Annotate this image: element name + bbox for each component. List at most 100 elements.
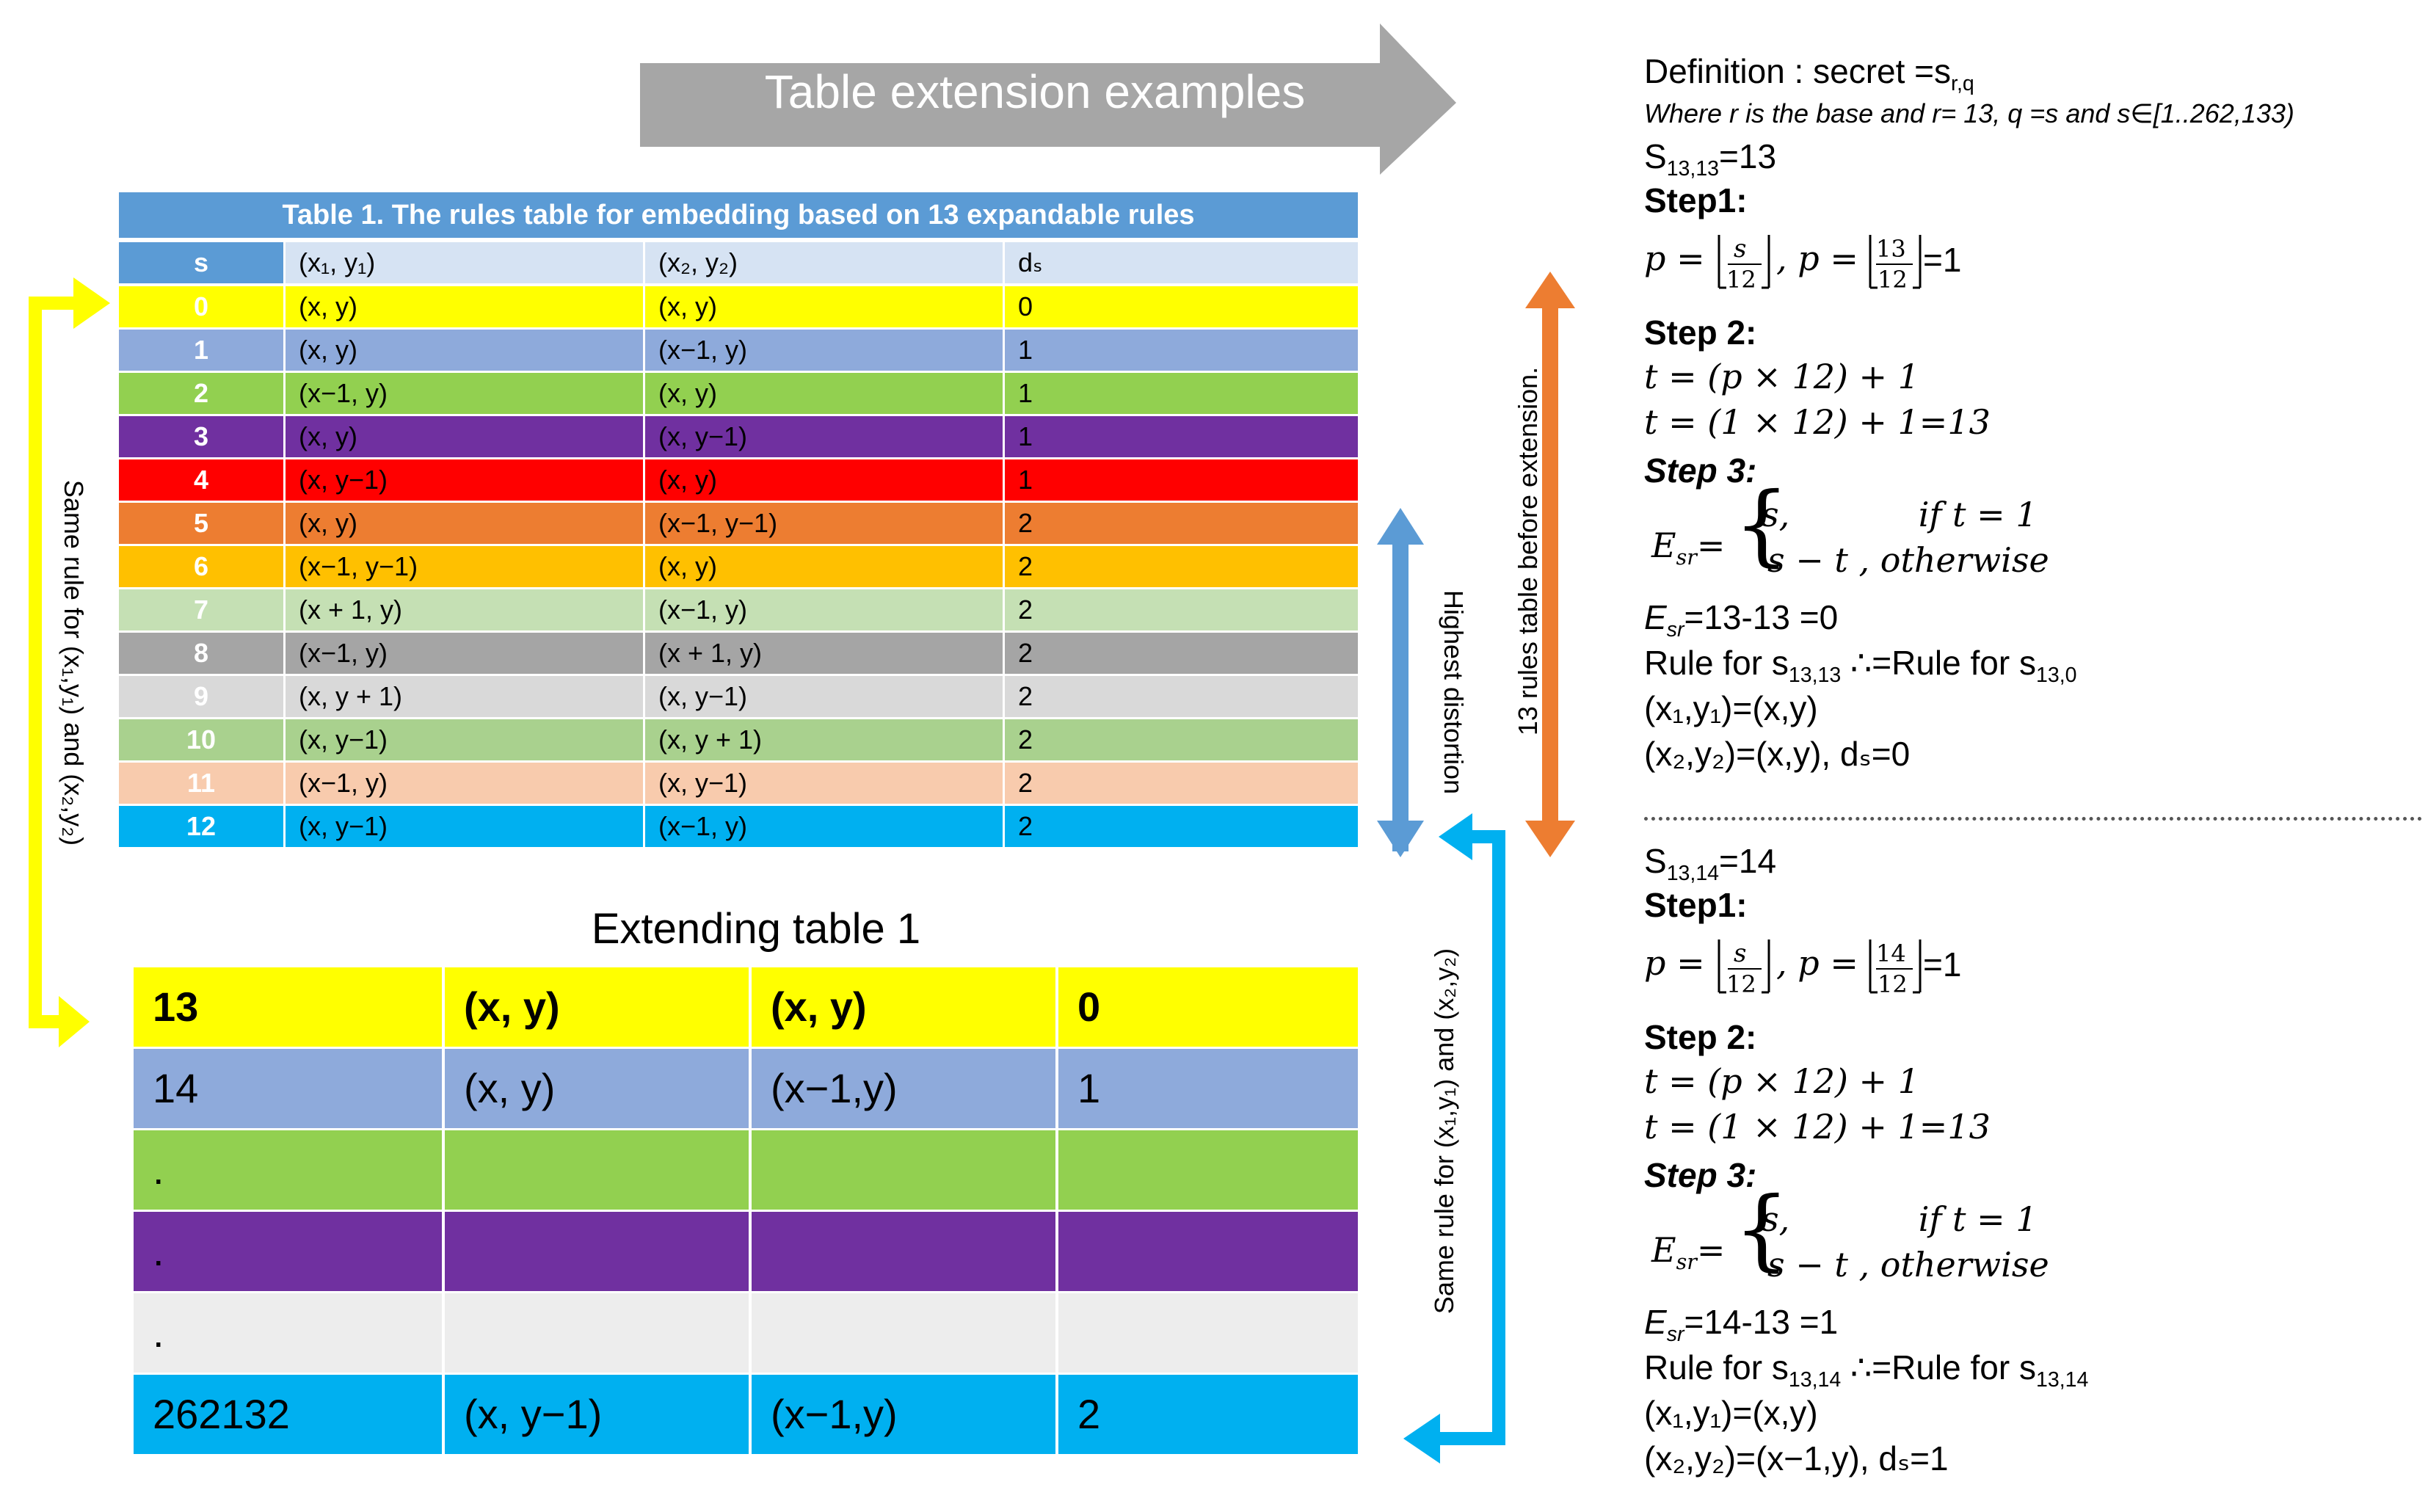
ext-s-cell: 14	[153, 1065, 199, 1111]
s-sub: 13,14	[1666, 861, 1720, 885]
floor-formula: p = s 12 , p = 14 12 =1	[1644, 939, 1961, 998]
esr-sub: sr	[1676, 1249, 1697, 1274]
svg-text:12: 12	[1878, 970, 1908, 998]
rule-ds-cell: 2	[1003, 806, 1358, 847]
esr-result-sub: sr	[1666, 1322, 1684, 1346]
connector-arrows	[29, 272, 1575, 1464]
ext-ds-cell	[1055, 1130, 1358, 1210]
extension-row: .	[134, 1293, 1358, 1373]
rule-s-cell: 0	[193, 291, 209, 321]
ext-x2y2-cell: (x−1,y)	[749, 1375, 1055, 1454]
rule-x1y1-cell: (x, y−1)	[283, 806, 643, 847]
ext-ds-cell: 0	[1055, 967, 1358, 1047]
rule-x2y2-cell: (x, y)	[643, 286, 1003, 327]
rule-ds-cell: 2	[1003, 546, 1358, 587]
extension-row: 14 (x, y) (x−1,y) 1	[134, 1049, 1358, 1128]
table1-row: 9 (x, y + 1) (x, y−1) 2	[119, 676, 1358, 717]
rule-s-cell: 12	[186, 811, 217, 841]
rule-sub-1: 13,14	[1788, 1367, 1842, 1392]
table1-row: 12 (x, y−1) (x−1, y) 2	[119, 806, 1358, 847]
dotted-separator	[1644, 817, 2422, 821]
esr-case-1: s, if t = 1	[1762, 1199, 2038, 1239]
rule-x1y1-cell: (x−1, y)	[283, 633, 643, 674]
s-val: =13	[1719, 137, 1777, 175]
rule-x2y2-cell: (x, y)	[643, 546, 1003, 587]
rule-x1y1-cell: (x + 1, y)	[283, 589, 643, 630]
blue-arrowhead-bottom	[1403, 1414, 1440, 1464]
definition-line: Definition : secret =sr,q	[1644, 51, 1974, 96]
yellow-bracket-arrow	[29, 297, 82, 1028]
secret-value: S13,13=13	[1644, 137, 1776, 181]
svg-text:, p =: , p =	[1776, 239, 1858, 278]
s-label: S	[1644, 842, 1667, 880]
s-sub: 13,13	[1666, 156, 1720, 181]
highest-distortion-head-bottom	[1377, 821, 1424, 857]
rule-s-cell: 10	[186, 724, 217, 755]
cases-brace: {	[1734, 474, 1790, 576]
rule-x1y1: (x₁,y₁)=(x,y)	[1644, 689, 1818, 727]
rule-x1y1-cell: (x, y)	[283, 330, 643, 371]
ext-s-cell: 13	[153, 984, 199, 1030]
ext-x2y2-cell	[749, 1212, 1055, 1291]
rule-x1y1-cell: (x−1, y)	[283, 763, 643, 804]
rule-mapping: Rule for s13,14 ∴=Rule for s13,14	[1644, 1348, 2088, 1392]
rule-x2y2: (x₂,y₂)=(x−1,y), dₛ=1	[1644, 1439, 1949, 1478]
svg-text:12: 12	[1726, 266, 1756, 294]
table1-row: 3 (x, y) (x, y−1) 1	[119, 416, 1358, 457]
rule-x2y2-cell: (x, y)	[643, 459, 1003, 501]
esr-result: Esr=14-13 =1	[1644, 1302, 1838, 1347]
before-extension-head-top	[1525, 272, 1575, 308]
header-ds: dₛ	[1003, 242, 1358, 283]
rule-ds-cell: 2	[1003, 719, 1358, 760]
table1-title: Table 1. The rules table for embedding b…	[119, 192, 1358, 238]
rule-s-cell: 8	[193, 638, 209, 668]
ext-s-cell: 262132	[153, 1391, 290, 1437]
ext-ds-cell: 1	[1055, 1049, 1358, 1128]
header-s: s	[119, 242, 283, 283]
table1-row: 0 (x, y) (x, y) 0	[119, 286, 1358, 327]
p-numerator: 13	[1876, 235, 1906, 263]
svg-text:p =: p =	[1644, 239, 1705, 278]
rule-x2y2-cell: (x−1, y−1)	[643, 503, 1003, 544]
rule-x1y1-cell: (x, y−1)	[283, 719, 643, 760]
table1-row: 10 (x, y−1) (x, y + 1) 2	[119, 719, 1358, 760]
t-formula-1: t = (p × 12) + 1	[1644, 357, 1919, 396]
rule-s-cell: 9	[193, 681, 209, 711]
step3-label: Step 3:	[1644, 451, 1757, 490]
esr-result-value: =13-13 =0	[1684, 598, 1839, 636]
svg-text:, p =: , p =	[1776, 943, 1858, 983]
rule-x2y2-cell: (x, y−1)	[643, 416, 1003, 457]
rule-s-cell: 2	[193, 378, 209, 408]
rule-ds-cell: 1	[1003, 416, 1358, 457]
table1-row: 1 (x, y) (x−1, y) 1	[119, 330, 1358, 371]
where-line: Where r is the base and r= 13, q =s and …	[1644, 98, 2294, 128]
step1-label: Step1:	[1644, 886, 1748, 924]
rule-ds-cell: 0	[1003, 286, 1358, 327]
esr-result-sub: sr	[1666, 617, 1684, 641]
rule-x2y2: (x₂,y₂)=(x,y), dₛ=0	[1644, 735, 1911, 773]
rule-x1y1-cell: (x, y + 1)	[283, 676, 643, 717]
table1-header: s (x₁, y₁) (x₂, y₂) dₛ	[119, 242, 1358, 283]
s-val: =14	[1719, 842, 1777, 880]
cases-brace: {	[1734, 1179, 1790, 1281]
esr-symbol: Esr=	[1651, 526, 1726, 570]
rule-x2y2-cell: (x, y)	[643, 373, 1003, 414]
table1-row: 8 (x−1, y) (x + 1, y) 2	[119, 633, 1358, 674]
highest-distortion-label: Highest distortion	[1439, 589, 1469, 795]
esr-case-1: s, if t = 1	[1762, 495, 2038, 534]
table1-row: 2 (x−1, y) (x, y) 1	[119, 373, 1358, 414]
rule-s-cell: 7	[193, 595, 209, 625]
svg-text:p =: p =	[1644, 943, 1705, 983]
ext-x1y1-cell	[442, 1212, 749, 1291]
rule-x2y2-cell: (x−1, y)	[643, 806, 1003, 847]
ext-x2y2-cell	[749, 1130, 1055, 1210]
p-numerator: 14	[1876, 939, 1906, 967]
rule-ds-cell: 2	[1003, 676, 1358, 717]
floor-formula: p = s 12 , p = 13 12 =1	[1644, 234, 1961, 294]
rule-s-cell: 6	[193, 551, 209, 581]
highest-distortion-head-top	[1377, 508, 1424, 545]
rule-x1y1-cell: (x−1, y)	[283, 373, 643, 414]
esr-letter: E	[1651, 1230, 1676, 1270]
t-formula-1: t = (p × 12) + 1	[1644, 1061, 1919, 1101]
rule-x1y1-cell: (x, y)	[283, 503, 643, 544]
